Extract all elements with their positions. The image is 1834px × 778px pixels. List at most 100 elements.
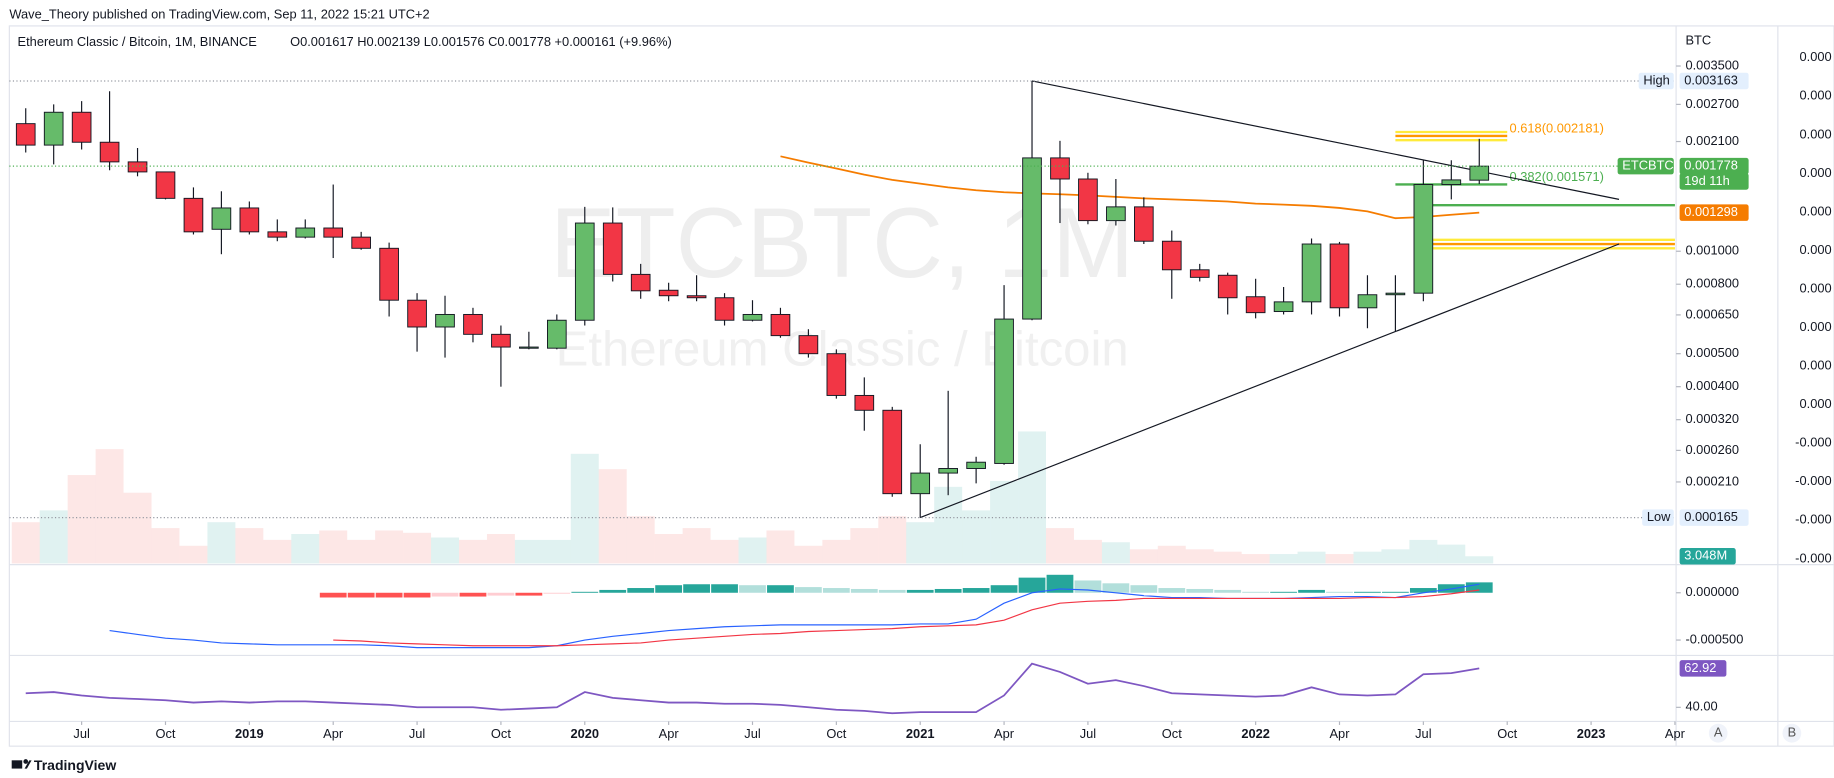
high-label-bg xyxy=(1638,72,1674,90)
candle-body xyxy=(1161,240,1182,271)
high-label: High xyxy=(1643,72,1669,87)
volume-bar xyxy=(319,530,348,564)
volume-bar xyxy=(822,539,851,564)
macd-histogram-bar xyxy=(1326,591,1353,593)
candle-body xyxy=(882,409,903,495)
x-tick-label: Jul xyxy=(409,726,425,741)
volume-bar xyxy=(514,539,543,564)
low-label-bg xyxy=(1642,509,1674,526)
button-bg xyxy=(1782,723,1802,743)
x-tick-label: Apr xyxy=(994,726,1015,741)
volume-bar xyxy=(1185,549,1214,564)
candle-body xyxy=(267,231,288,238)
countdown-tag-bg xyxy=(1679,173,1749,190)
macd-histogram-bar xyxy=(515,592,543,596)
auto-scale-button[interactable]: A xyxy=(1714,725,1723,740)
macd-histogram-bar xyxy=(1186,588,1214,593)
volume-bar xyxy=(151,528,180,564)
plot-area: 0.618(0.002181) 0.382(0.001571) xyxy=(11,80,1675,564)
volume-bar xyxy=(235,528,264,564)
candle-body xyxy=(211,207,232,230)
candle-body xyxy=(1245,296,1266,314)
volume-bar xyxy=(1437,544,1466,564)
volume-bar xyxy=(263,539,292,564)
volume-bar xyxy=(67,475,96,564)
symbol-tag-bg xyxy=(1617,157,1674,175)
macd-histogram-bar xyxy=(487,592,515,596)
macd-histogram-bar xyxy=(767,585,794,593)
log-scale-button[interactable]: B xyxy=(1788,725,1797,740)
volume-bar xyxy=(1381,549,1410,564)
volume-bar xyxy=(934,486,963,564)
candle-body xyxy=(323,227,344,238)
volume-bar xyxy=(598,469,627,564)
candle-body xyxy=(1022,157,1042,320)
candle-body xyxy=(1050,157,1070,180)
volume-bar xyxy=(1409,539,1438,564)
right-scale-label: 0.000 xyxy=(1799,319,1831,334)
candle-body xyxy=(658,289,679,297)
macd-histogram-bar xyxy=(795,587,822,593)
x-tick-label: Apr xyxy=(1665,726,1686,741)
footer-brand: TradingView xyxy=(34,757,116,773)
volume-bar xyxy=(654,533,683,564)
right-scale-label: 0.000 xyxy=(1799,165,1831,180)
volume-bar xyxy=(1465,556,1494,564)
published-note: Wave_Theory published on TradingView.com… xyxy=(9,7,429,22)
low-label: Low xyxy=(1647,509,1671,524)
macd-histogram-bar xyxy=(571,591,599,593)
volume-bar xyxy=(39,510,68,564)
volume-bar xyxy=(1018,431,1046,564)
x-tick-label: Apr xyxy=(659,726,680,741)
candle-body xyxy=(43,111,64,146)
candle-body xyxy=(1217,274,1238,299)
macd-histogram-bar xyxy=(878,589,906,593)
volume-bar xyxy=(1269,554,1298,564)
candle-body xyxy=(295,227,316,238)
volume-bar xyxy=(486,533,515,564)
volume-bar xyxy=(179,545,208,564)
candle-body xyxy=(854,394,875,411)
x-tick-label: Oct xyxy=(826,726,846,741)
high-value: 0.003163 xyxy=(1684,72,1738,87)
candle-body xyxy=(1273,301,1294,313)
macd-histogram-bar xyxy=(543,592,571,594)
macd-histogram-bar xyxy=(906,589,934,593)
candle-body xyxy=(351,236,371,249)
volume-bar xyxy=(1353,551,1382,564)
legend-symbol: Ethereum Classic / Bitcoin, 1M, BINANCE xyxy=(18,34,258,49)
right-scale-label: 0.000 xyxy=(1799,280,1831,295)
y-tick-label: 0.000500 xyxy=(1685,345,1739,360)
candle-body xyxy=(1106,206,1126,222)
candle-body xyxy=(1189,269,1210,278)
right-scale-label: -0.000 xyxy=(1795,473,1831,488)
moving-average xyxy=(780,155,1480,220)
right-scale-label: 0.000 xyxy=(1799,242,1831,257)
right-scale-label: -0.000 xyxy=(1795,435,1831,450)
candle-body xyxy=(407,299,427,328)
y-tick-label: 0.003500 xyxy=(1685,57,1739,72)
volume-bar xyxy=(682,528,711,564)
last-price-tag-bg xyxy=(1679,157,1749,175)
x-tick-label: 2023 xyxy=(1577,726,1606,741)
candle-body xyxy=(574,222,595,321)
candle-body xyxy=(155,171,176,199)
high-value-bg xyxy=(1679,72,1749,90)
volume-bar xyxy=(626,516,655,564)
volume-bar xyxy=(1157,545,1186,564)
macd-histogram-bar xyxy=(403,592,431,598)
volume-bar xyxy=(1213,551,1242,564)
candle-body xyxy=(435,313,455,328)
y-tick-label: 0.000210 xyxy=(1685,473,1739,488)
last-price-tag: 0.001778 xyxy=(1684,158,1738,173)
volume-bar xyxy=(1241,554,1270,564)
right-scale-label: 0.000 xyxy=(1799,203,1831,218)
candle-body xyxy=(127,161,148,173)
y-tick-label: 0.000260 xyxy=(1685,442,1739,457)
candle-body xyxy=(463,313,483,335)
volume-bar xyxy=(458,539,487,564)
right-scale-label: 0.000 xyxy=(1799,49,1831,64)
y-tick-label: 0.000800 xyxy=(1685,276,1739,291)
macd-histogram-bar xyxy=(683,584,710,593)
